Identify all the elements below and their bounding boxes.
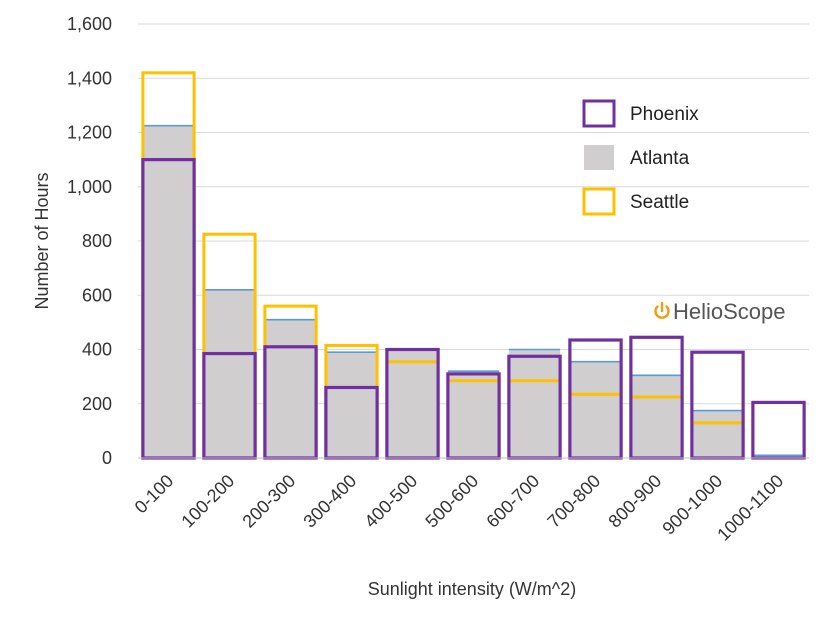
legend-swatch-seattle <box>582 187 616 216</box>
x-tick-label: 100-200 <box>177 471 238 532</box>
bar-atlanta <box>630 375 683 458</box>
bar-atlanta <box>569 361 622 458</box>
y-axis-ticks: 0 200 400 600 800 1,000 1,200 1,400 1,600 <box>67 14 112 468</box>
y-tick-label: 1,000 <box>67 177 112 197</box>
x-tick-label: 800-900 <box>604 471 665 532</box>
y-tick-label: 1,600 <box>67 14 112 34</box>
power-icon <box>654 301 670 319</box>
bar-atlanta <box>691 410 744 458</box>
bar-atlanta <box>325 352 378 458</box>
bar-atlanta <box>447 371 500 458</box>
y-tick-label: 800 <box>82 231 112 251</box>
x-tick-label: 0-100 <box>131 471 178 518</box>
x-tick-label: 200-300 <box>238 471 299 532</box>
brand-name: HelioScope <box>673 299 786 324</box>
y-axis-title: Number of Hours <box>32 172 52 309</box>
bar-atlanta <box>203 289 256 458</box>
legend: Phoenix Atlanta Seattle <box>582 99 699 216</box>
atlanta-bars <box>142 124 805 458</box>
x-tick-label: 700-800 <box>543 471 604 532</box>
y-tick-label: 400 <box>82 340 112 360</box>
legend-label-phoenix: Phoenix <box>630 104 699 125</box>
bar-atlanta <box>142 125 195 458</box>
x-axis-ticks: 0-100 100-200 200-300 300-400 400-500 500-600… <box>131 471 788 545</box>
x-tick-label: 400-500 <box>360 471 421 532</box>
bar-atlanta <box>508 349 561 458</box>
legend-label-atlanta: Atlanta <box>630 148 690 169</box>
y-tick-label: 1,400 <box>67 68 112 88</box>
legend-label-seattle: Seattle <box>630 192 689 213</box>
x-axis-title: Sunlight intensity (W/m^2) <box>368 579 577 599</box>
bar-atlanta <box>264 319 317 458</box>
x-tick-label: 1000-1100 <box>713 471 787 545</box>
legend-swatch-phoenix <box>582 99 616 128</box>
bar-atlanta <box>386 349 439 458</box>
x-tick-label: 600-700 <box>482 471 543 532</box>
legend-swatch-atlanta <box>584 145 614 170</box>
x-tick-label: 500-600 <box>421 471 482 532</box>
x-tick-label: 300-400 <box>299 471 360 532</box>
y-tick-label: 1,200 <box>67 123 112 143</box>
y-tick-label: 200 <box>82 394 112 414</box>
bar-phoenix <box>751 400 806 460</box>
helioscope-logo: HelioScope <box>654 299 786 324</box>
y-tick-label: 0 <box>102 448 112 468</box>
y-tick-label: 600 <box>82 285 112 305</box>
